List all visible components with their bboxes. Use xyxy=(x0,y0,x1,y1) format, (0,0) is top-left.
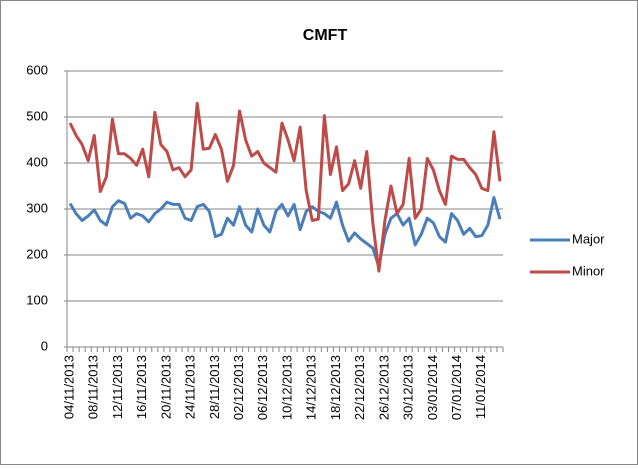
y-tick-label: 300 xyxy=(26,200,48,215)
y-tick-label: 200 xyxy=(26,246,48,261)
y-tick-label: 500 xyxy=(26,108,48,123)
x-tick-label: 11/01/2014 xyxy=(473,355,488,419)
y-tick-label: 100 xyxy=(26,292,48,307)
x-tick-label: 03/01/2014 xyxy=(425,355,440,420)
legend-label: Major xyxy=(572,231,605,246)
x-tick-label: 28/11/2013 xyxy=(207,355,222,419)
x-tick-label: 04/11/2013 xyxy=(61,355,76,419)
x-tick-label: 22/12/2013 xyxy=(352,355,367,420)
series-line xyxy=(68,196,502,268)
x-tick-label: 07/01/2014 xyxy=(449,355,464,420)
x-tick-label: 16/11/2013 xyxy=(134,355,149,419)
x-tick-label: 12/11/2013 xyxy=(110,355,125,419)
x-tick-label: 20/11/2013 xyxy=(158,355,173,419)
x-tick-label: 18/12/2013 xyxy=(328,355,343,420)
y-tick-label: 600 xyxy=(26,62,48,77)
x-tick-label: 08/11/2013 xyxy=(86,355,101,419)
x-tick-label: 10/12/2013 xyxy=(279,355,294,420)
legend-label: Minor xyxy=(572,263,605,278)
y-tick-label: 400 xyxy=(26,154,48,169)
y-tick-label: 0 xyxy=(41,338,48,353)
series-line xyxy=(68,101,502,273)
x-tick-label: 14/12/2013 xyxy=(304,355,319,420)
x-tick-label: 02/12/2013 xyxy=(231,355,246,420)
x-tick-label: 06/12/2013 xyxy=(255,355,270,420)
chart-title: CMFT xyxy=(303,27,348,44)
x-tick-label: 30/12/2013 xyxy=(401,355,416,420)
x-tick-label: 26/12/2013 xyxy=(376,355,391,420)
x-tick-label: 24/11/2013 xyxy=(183,355,198,419)
